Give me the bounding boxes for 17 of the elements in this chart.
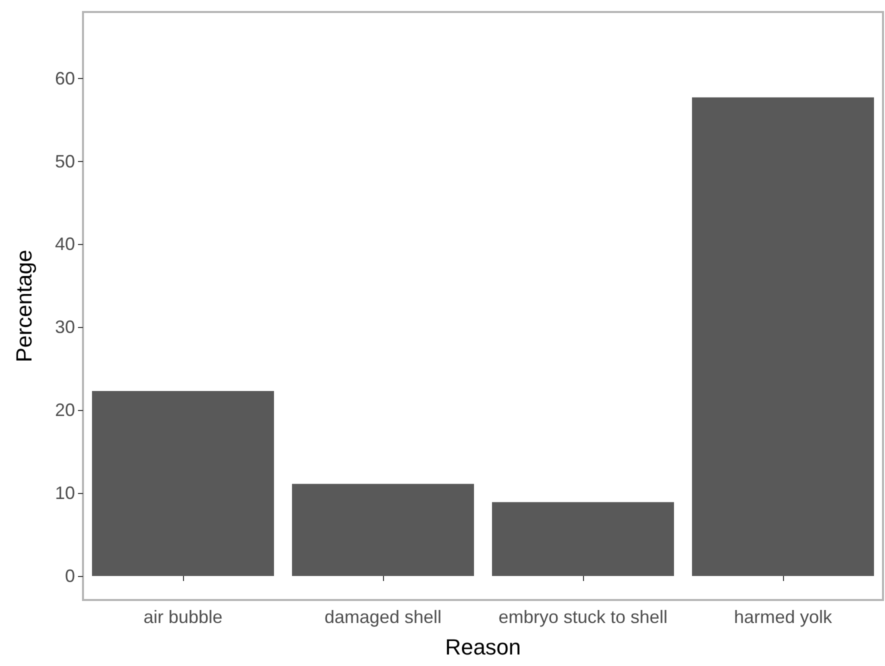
x-tick-label: harmed yolk [734, 607, 834, 627]
x-axis-title: Reason [445, 634, 521, 660]
y-tick-label: 30 [54, 317, 75, 338]
y-tick-label: 50 [54, 151, 75, 172]
y-axis-title: Percentage [12, 250, 36, 362]
bar [692, 97, 874, 576]
bar [492, 502, 674, 576]
y-tick-label: 0 [64, 566, 75, 586]
x-tick-label: air bubble [143, 607, 223, 627]
y-tick-label: 60 [54, 68, 75, 88]
bar [292, 484, 474, 576]
y-tick-label: 40 [54, 234, 75, 254]
x-tick-label: embryo stuck to shell [498, 607, 668, 627]
x-tick-label: damaged shell [324, 607, 442, 627]
y-tick-label: 20 [54, 400, 75, 420]
y-tick-label: 10 [54, 483, 75, 504]
bar [92, 391, 274, 576]
